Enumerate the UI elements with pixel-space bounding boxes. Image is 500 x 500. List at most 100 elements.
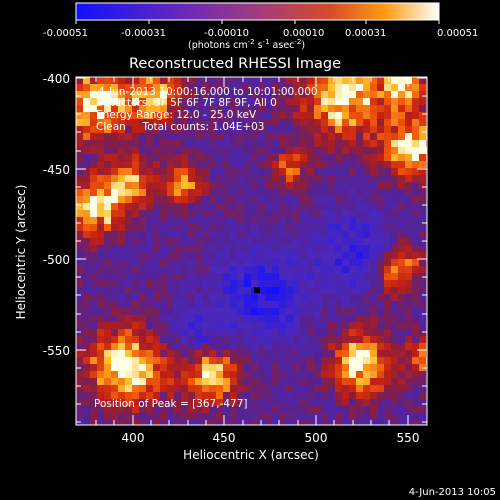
image-pixel — [356, 357, 363, 364]
image-pixel — [342, 168, 349, 175]
image-pixel — [286, 420, 293, 425]
y-tick-label: -450 — [43, 163, 70, 177]
image-pixel — [97, 210, 104, 217]
image-pixel — [118, 196, 125, 203]
image-pixel — [153, 399, 160, 406]
image-pixel — [314, 399, 321, 406]
image-pixel — [237, 357, 244, 364]
image-pixel — [307, 168, 314, 175]
image-pixel — [237, 77, 244, 84]
image-pixel — [97, 196, 104, 203]
image-pixel — [419, 287, 426, 294]
image-pixel — [370, 350, 377, 357]
image-pixel — [118, 336, 125, 343]
image-pixel — [272, 259, 279, 266]
image-pixel — [265, 245, 272, 252]
image-pixel — [286, 189, 293, 196]
image-pixel — [384, 420, 391, 425]
image-pixel — [244, 392, 251, 399]
image-pixel — [377, 273, 384, 280]
image-pixel — [188, 182, 195, 189]
image-pixel — [146, 210, 153, 217]
image-pixel — [356, 287, 363, 294]
image-pixel — [300, 287, 307, 294]
image-pixel — [265, 238, 272, 245]
image-pixel — [279, 133, 286, 140]
image-pixel — [216, 203, 223, 210]
image-pixel — [251, 315, 258, 322]
image-pixel — [307, 315, 314, 322]
image-pixel — [335, 329, 342, 336]
image-pixel — [279, 161, 286, 168]
image-pixel — [321, 84, 328, 91]
image-pixel — [307, 266, 314, 273]
image-pixel — [300, 133, 307, 140]
image-pixel — [384, 273, 391, 280]
image-pixel — [223, 112, 230, 119]
image-pixel — [230, 217, 237, 224]
image-pixel — [412, 385, 419, 392]
image-pixel — [90, 147, 97, 154]
image-pixel — [384, 154, 391, 161]
image-pixel — [272, 315, 279, 322]
image-pixel — [251, 308, 258, 315]
image-pixel — [195, 126, 202, 133]
image-pixel — [90, 84, 97, 91]
image-pixel — [146, 420, 153, 425]
image-pixel — [216, 392, 223, 399]
image-pixel — [279, 210, 286, 217]
image-pixel — [223, 322, 230, 329]
image-pixel — [146, 217, 153, 224]
image-pixel — [202, 133, 209, 140]
image-pixel — [293, 126, 300, 133]
image-pixel — [111, 196, 118, 203]
image-pixel — [104, 406, 111, 413]
image-pixel — [412, 322, 419, 329]
image-pixel — [384, 385, 391, 392]
observation-info: 4-Jun-2013 10:00:16.000 to 10:01:00.000 … — [96, 86, 318, 133]
image-pixel — [132, 168, 139, 175]
image-pixel — [153, 112, 160, 119]
image-pixel — [412, 224, 419, 231]
image-pixel — [342, 133, 349, 140]
image-pixel — [167, 392, 174, 399]
image-pixel — [104, 84, 111, 91]
image-pixel — [160, 322, 167, 329]
image-pixel — [349, 266, 356, 273]
image-pixel — [384, 336, 391, 343]
image-pixel — [237, 98, 244, 105]
image-pixel — [237, 154, 244, 161]
image-pixel — [272, 224, 279, 231]
image-pixel — [223, 196, 230, 203]
image-pixel — [230, 196, 237, 203]
image-pixel — [412, 105, 419, 112]
image-pixel — [216, 231, 223, 238]
image-pixel — [370, 371, 377, 378]
image-pixel — [384, 378, 391, 385]
image-pixel — [118, 329, 125, 336]
image-pixel — [384, 133, 391, 140]
image-pixel — [90, 238, 97, 245]
image-pixel — [419, 392, 426, 399]
image-pixel — [104, 252, 111, 259]
image-pixel — [328, 322, 335, 329]
image-pixel — [279, 175, 286, 182]
image-pixel — [188, 147, 195, 154]
image-pixel — [307, 294, 314, 301]
image-pixel — [237, 112, 244, 119]
image-pixel — [272, 322, 279, 329]
image-pixel — [132, 245, 139, 252]
image-pixel — [335, 252, 342, 259]
image-pixel — [132, 378, 139, 385]
image-pixel — [419, 182, 426, 189]
image-pixel — [230, 203, 237, 210]
image-pixel — [258, 259, 265, 266]
image-pixel — [146, 392, 153, 399]
image-pixel — [83, 98, 90, 105]
image-pixel — [356, 399, 363, 406]
image-pixel — [237, 329, 244, 336]
image-pixel — [244, 357, 251, 364]
image-pixel — [363, 350, 370, 357]
image-pixel — [349, 133, 356, 140]
image-pixel — [83, 273, 90, 280]
